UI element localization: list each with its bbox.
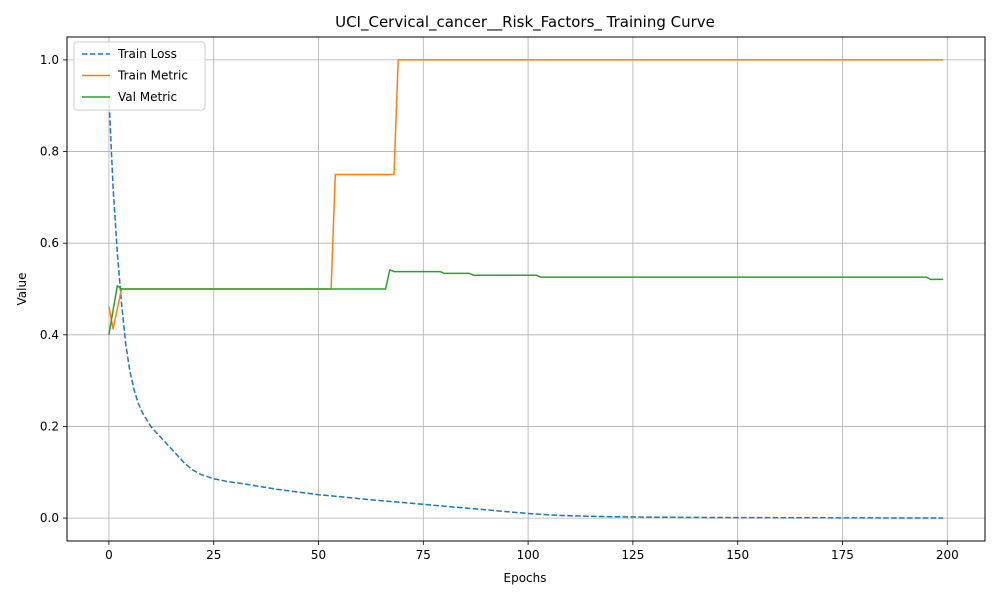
x-tick-label: 150: [726, 548, 749, 562]
y-tick-label: 0.2: [40, 419, 59, 433]
train-metric-line: [108, 59, 944, 330]
legend-box: [73, 41, 206, 111]
x-tick-label: 100: [517, 548, 540, 562]
plot-frame: [66, 36, 986, 542]
x-tick-label: 50: [311, 548, 326, 562]
x-tick-label: 0: [105, 548, 113, 562]
val-metric-line: [108, 269, 944, 335]
x-tick-label: 200: [936, 548, 959, 562]
legend-label: Train Metric: [117, 69, 188, 83]
legend: Train Loss Train Metric Val Metric: [73, 41, 206, 111]
y-tick-label: 0.4: [40, 328, 59, 342]
axis-ticks: 0 25 50 75 100 125 150 175 200 0.0 0.2 0.4 0.6 0.8 1.0: [40, 53, 959, 562]
y-tick-label: 1.0: [40, 53, 59, 67]
chart-title: UCI_Cervical_cancer__Risk_Factors_ Train…: [335, 13, 715, 32]
x-tick-label: 75: [416, 548, 431, 562]
y-tick-label: 0.8: [40, 145, 59, 159]
legend-label: Val Metric: [118, 90, 177, 104]
y-tick-label: 0.6: [40, 236, 59, 250]
y-tick-label: 0.0: [40, 511, 59, 525]
train-loss-line: [108, 96, 944, 519]
series-lines: [108, 59, 944, 519]
y-axis-label: Value: [15, 273, 29, 306]
x-tick-label: 175: [831, 548, 854, 562]
x-tick-label: 25: [206, 548, 221, 562]
x-tick-label: 125: [621, 548, 644, 562]
x-axis-label: Epochs: [504, 571, 547, 585]
legend-label: Train Loss: [117, 47, 177, 61]
